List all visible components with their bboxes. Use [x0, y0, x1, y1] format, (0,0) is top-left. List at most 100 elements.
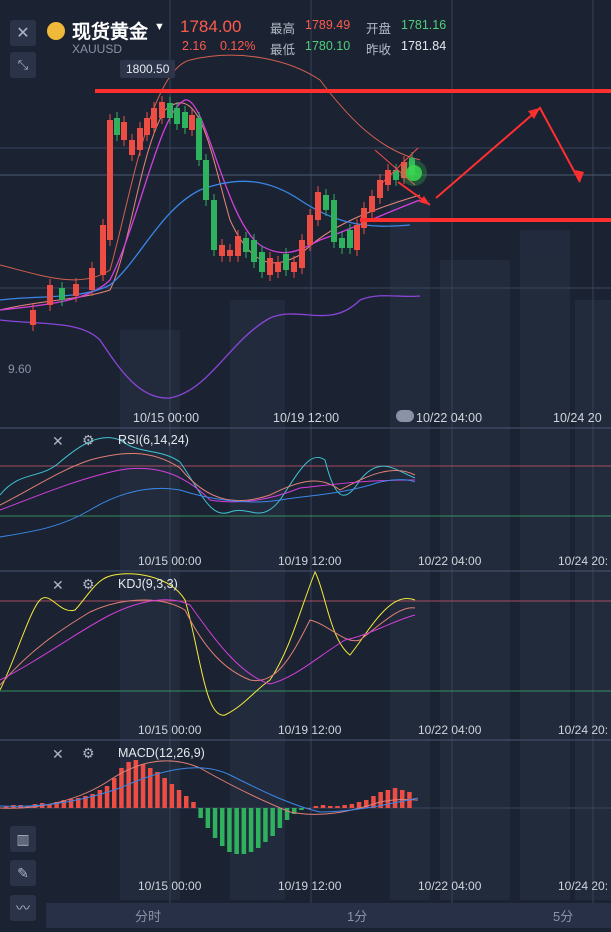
macd-label: MACD(12,26,9) [118, 746, 205, 760]
open-value: 1781.16 [401, 18, 447, 32]
candle-body [315, 192, 321, 220]
candle-body [47, 285, 53, 305]
time-label: 10/24 20: [558, 723, 609, 737]
kdj-label: KDJ(9,3,3) [118, 577, 178, 591]
candle-body [267, 258, 273, 275]
close-kdj-icon[interactable]: ✕ [52, 577, 64, 593]
macd-bar [61, 800, 67, 808]
candle-body [182, 112, 188, 128]
macd-bar [169, 784, 175, 808]
macd-bar [342, 805, 347, 808]
candlesticks [30, 96, 415, 331]
macd-bar [126, 762, 131, 808]
candle-body [307, 215, 313, 245]
time-label: 10/19 12:00 [278, 723, 342, 737]
price-change: 2.16 [182, 39, 207, 53]
rsi-label: RSI(6,14,24) [118, 433, 189, 447]
price-change-pct: 0.12% [220, 39, 256, 53]
macd-bar [320, 805, 326, 808]
close-rsi-icon[interactable]: ✕ [52, 433, 64, 449]
macd-bar [220, 808, 225, 846]
macd-bar [212, 808, 218, 838]
candle-body [219, 245, 225, 256]
time-label: 10/19 12:00 [278, 879, 342, 893]
candle-body [59, 288, 65, 300]
candle-body [283, 254, 289, 270]
candlestick-icon[interactable]: ▥ [10, 826, 36, 852]
macd-bar [234, 808, 239, 854]
high-label: 最高 [270, 22, 296, 36]
macd-bar [313, 806, 319, 808]
macd-bar [284, 808, 290, 820]
macd-bar [191, 802, 196, 808]
time-label: 10/22 04:00 [418, 723, 482, 737]
prev-close-value: 1781.84 [401, 39, 447, 53]
macd-bar [54, 802, 59, 808]
candle-body [369, 196, 375, 212]
candle-body [196, 118, 202, 160]
timeframe-bar [46, 903, 611, 928]
macd-bar [119, 768, 124, 808]
macd-bar [335, 806, 340, 808]
candle-body [174, 108, 180, 124]
time-label: 10/15 00:00 [138, 879, 202, 893]
low-label: 最低 [270, 43, 296, 57]
macd-histogram [4, 760, 412, 854]
collapse-button[interactable]: ⤡ [10, 52, 36, 78]
candle-body [114, 118, 120, 135]
candle-body [100, 225, 106, 275]
candle-body [275, 262, 281, 272]
macd-bar [349, 804, 355, 808]
candle-body [291, 262, 297, 272]
macd-bar [400, 790, 405, 808]
macd-bar [378, 792, 383, 808]
kdj-settings-gear-icon[interactable]: ⚙ [82, 576, 95, 592]
candle-body [203, 160, 209, 200]
candle-body [89, 268, 95, 290]
macd-bar [133, 760, 139, 808]
macd-bar [162, 778, 167, 808]
close-chart-button[interactable]: ✕ [10, 20, 36, 46]
line-chart-icon[interactable]: 〰 [10, 895, 36, 921]
macd-bar [176, 790, 182, 808]
macd-bar [299, 808, 304, 810]
macd-bar [148, 768, 153, 808]
candle-body [189, 115, 195, 130]
symbol-name[interactable]: 现货黄金 [72, 22, 149, 43]
macd-bar [328, 806, 333, 808]
candle-body [159, 102, 165, 118]
time-label: 10/19 12:00 [278, 554, 342, 568]
time-label: 10/22 04:00 [416, 411, 483, 425]
timeframe-tab[interactable]: 5分 [553, 909, 574, 924]
macd-bar [83, 796, 88, 808]
time-label: 10/19 12:00 [273, 411, 340, 425]
candle-body [235, 236, 241, 256]
close-macd-icon[interactable]: ✕ [52, 746, 64, 762]
time-label: 10/24 20 [553, 411, 602, 425]
scroll-handle[interactable] [396, 410, 414, 422]
candle-body [30, 310, 36, 325]
symbol-code: XAUUSD [72, 42, 123, 56]
rsi-settings-gear-icon[interactable]: ⚙ [82, 432, 95, 448]
pen-icon[interactable]: ✎ [10, 860, 36, 886]
time-label: 10/15 00:00 [138, 554, 202, 568]
timeframe-tab[interactable]: 1分 [347, 909, 368, 924]
macd-bar [227, 808, 232, 852]
candle-body [129, 140, 135, 155]
macd-bar [392, 788, 398, 808]
candle-body [107, 120, 113, 240]
timeframe-tab[interactable]: 分时 [135, 909, 162, 924]
open-label: 开盘 [366, 22, 392, 36]
macd-settings-gear-icon[interactable]: ⚙ [82, 745, 95, 761]
macd-bar [270, 808, 275, 836]
macd-bar [76, 798, 81, 808]
macd-bar [241, 808, 247, 854]
candle-body [167, 103, 173, 118]
candle-body [73, 284, 79, 296]
candle-body [259, 252, 265, 272]
candle-body [251, 240, 257, 262]
macd-bar [277, 808, 283, 828]
caret-down-icon[interactable]: ▼ [154, 21, 165, 33]
macd-bar [47, 804, 52, 808]
macd-bar [68, 799, 74, 808]
